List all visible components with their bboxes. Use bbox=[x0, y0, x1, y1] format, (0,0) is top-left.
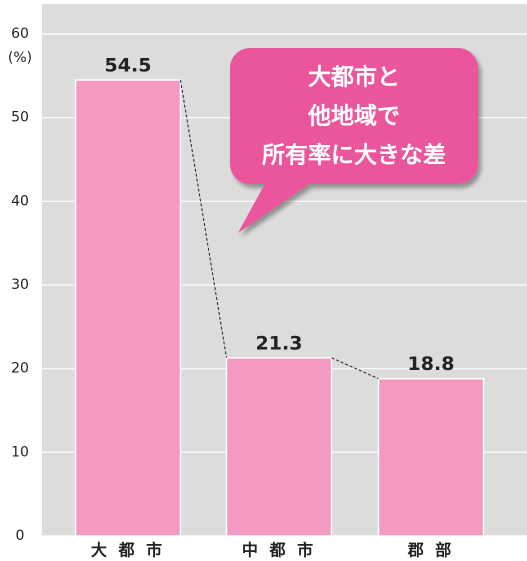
connector bbox=[331, 357, 379, 380]
x-tick-label: 郡 部 bbox=[407, 541, 455, 560]
y-tick-label: 50 bbox=[11, 110, 29, 126]
y-tick-label: 60 bbox=[11, 26, 29, 42]
callout-tail bbox=[238, 178, 318, 233]
connector bbox=[180, 79, 227, 358]
x-tick-label: 中 都 市 bbox=[242, 541, 316, 560]
y-tick-label: 20 bbox=[11, 361, 29, 377]
bar bbox=[377, 377, 485, 537]
callout-text: 所有率に大きな差 bbox=[262, 142, 446, 169]
data-label: 54.5 bbox=[105, 55, 152, 77]
callout-text: 他地域で bbox=[307, 103, 400, 130]
callout-box bbox=[230, 48, 478, 184]
data-label: 21.3 bbox=[256, 332, 303, 354]
y-tick-label: 0 bbox=[16, 528, 25, 544]
bar bbox=[74, 79, 182, 537]
y-tick-label: 30 bbox=[11, 277, 29, 293]
y-unit: (%) bbox=[8, 50, 32, 66]
callout-text: 大都市と bbox=[308, 64, 400, 91]
x-tick-label: 大 都 市 bbox=[91, 541, 165, 560]
y-tick-label: 40 bbox=[11, 193, 29, 209]
callout bbox=[230, 48, 478, 233]
data-label: 18.8 bbox=[408, 353, 455, 375]
bar bbox=[225, 357, 333, 537]
y-tick-label: 10 bbox=[11, 444, 29, 460]
